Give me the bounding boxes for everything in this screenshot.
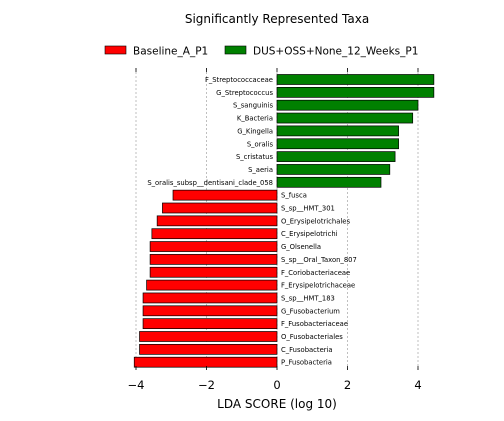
taxon-label: S_sp__HMT_183	[281, 294, 335, 302]
x-tick-label: −2	[198, 378, 215, 392]
bar	[142, 292, 278, 304]
bar	[276, 164, 391, 175]
taxon-label: S_fusca	[281, 192, 307, 200]
x-tick-label: 2	[344, 378, 351, 392]
x-tick-label: 4	[414, 378, 421, 392]
legend-label-dus-oss: DUS+OSS+None_12_Weeks_P1	[253, 46, 418, 58]
bars	[133, 74, 435, 368]
legend-label-baseline: Baseline_A_P1	[133, 46, 208, 58]
bar	[142, 318, 278, 329]
taxon-label: P_Fusobacteria	[281, 359, 332, 367]
bar	[149, 241, 278, 252]
taxon-label: F_Erysipelotrichaceae	[281, 282, 355, 290]
x-axis-label: LDA SCORE (log 10)	[217, 397, 337, 411]
bar	[172, 189, 278, 201]
bar	[276, 86, 435, 98]
x-tick-label: −4	[128, 378, 145, 392]
taxon-label: O_Fusobacteriales	[281, 333, 343, 341]
bar	[149, 266, 278, 278]
x-axis: −4 −2 0 2 4	[128, 68, 422, 392]
bar	[146, 279, 278, 291]
legend-swatch-dus-oss	[224, 45, 247, 55]
bar	[151, 228, 278, 240]
bar	[276, 138, 399, 150]
taxon-label: F_Coriobacteriaceae	[281, 269, 350, 277]
bar	[276, 176, 382, 188]
legend-swatch-baseline	[104, 45, 127, 55]
taxon-label: C_Erysipelotrichi	[281, 230, 338, 238]
taxon-label: F_Streptococcaceae	[205, 76, 273, 84]
bar	[139, 344, 278, 355]
taxon-label: S_oralis_subsp__dentisani_clade_058	[147, 179, 273, 187]
bar	[276, 99, 419, 111]
taxon-label: K_Bacteria	[237, 115, 273, 123]
bar	[133, 356, 278, 368]
taxon-label: G_Kingella	[237, 127, 273, 135]
bar	[276, 112, 414, 124]
bar	[149, 254, 278, 265]
chart-title: Significantly Represented Taxa	[185, 12, 369, 26]
taxon-label: S_sp__Oral_Taxon_807	[281, 256, 357, 264]
taxon-label: S_cristatus	[236, 153, 273, 161]
taxon-labels: F_Streptococcaceae G_Streptococcus S_sangu…	[147, 76, 357, 367]
bar	[162, 202, 278, 214]
taxon-label: S_oralis	[247, 140, 274, 148]
x-tick-label: 0	[273, 378, 280, 392]
taxon-label: S_aeria	[248, 166, 273, 174]
legend: Baseline_A_P1 DUS+OSS+None_12_Weeks_P1	[104, 45, 418, 58]
bar	[139, 331, 278, 342]
taxon-label: F_Fusobacteriaceae	[281, 320, 348, 328]
bar	[276, 151, 396, 162]
taxon-label: O_Erysipelotrichales	[281, 217, 350, 225]
taxon-label: G_Fusobacterium	[281, 307, 340, 315]
taxon-label: G_Streptococcus	[216, 89, 273, 97]
bar	[276, 74, 435, 85]
taxon-label: S_sp__HMT_301	[281, 205, 335, 213]
bar	[156, 215, 278, 227]
taxon-label: S_sanguinis	[233, 102, 273, 110]
taxon-label: C_Fusobacteria	[281, 346, 333, 354]
taxon-label: G_Olsenella	[281, 243, 321, 251]
bar	[142, 305, 278, 317]
bar	[276, 125, 399, 137]
